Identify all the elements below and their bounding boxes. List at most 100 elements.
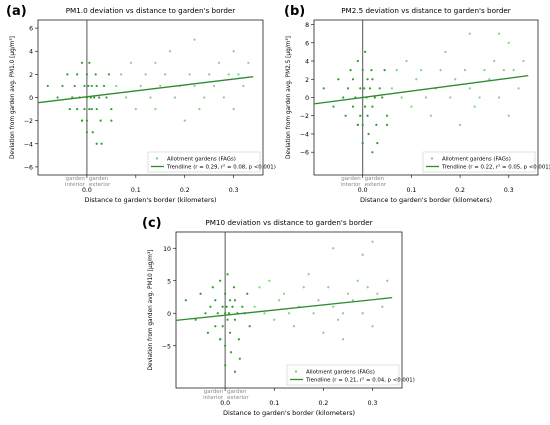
- legend: Allotment gardens (FAGs)Trendline (r = 0…: [422, 151, 550, 173]
- data-point: [364, 105, 367, 108]
- data-point: [154, 107, 157, 111]
- data-point: [337, 78, 340, 81]
- y-tick-label: −2: [300, 113, 309, 120]
- data-point: [502, 69, 506, 72]
- data-point: [361, 312, 364, 315]
- data-point: [227, 73, 230, 76]
- data-point: [102, 84, 106, 88]
- x-tick-label: 0.3: [229, 187, 239, 194]
- data-point: [85, 73, 89, 76]
- data-point: [232, 286, 236, 289]
- panel-label: (c): [142, 216, 162, 231]
- data-point: [159, 84, 162, 88]
- data-point: [95, 142, 98, 145]
- data-point: [517, 87, 520, 90]
- x-tick-label: 0.2: [180, 187, 190, 194]
- data-point: [76, 73, 79, 76]
- data-point: [483, 69, 486, 72]
- x-axis-label: Distance to garden's border (kilometers): [360, 196, 492, 204]
- data-point: [229, 351, 233, 354]
- trendline: [175, 297, 393, 322]
- data-point: [356, 279, 359, 282]
- data-point: [233, 299, 237, 302]
- data-point: [88, 61, 91, 64]
- data-point: [221, 325, 224, 328]
- data-point: [217, 61, 221, 64]
- garden-interior-label: interior: [203, 395, 224, 401]
- data-point: [322, 87, 325, 90]
- data-point: [91, 131, 94, 134]
- garden-interior-label: garden: [66, 176, 86, 182]
- data-point: [468, 87, 471, 90]
- data-point: [351, 299, 354, 302]
- x-tick-label: 0.1: [406, 187, 416, 194]
- y-axis-label: Deviation from garden avg. PM1.0 [µg/m³]: [9, 36, 16, 159]
- data-point: [95, 107, 98, 111]
- data-point: [463, 69, 467, 72]
- data-point: [80, 61, 84, 64]
- data-point: [203, 96, 206, 99]
- data-point: [370, 69, 373, 72]
- data-point: [224, 344, 227, 347]
- y-tick-label: −4: [300, 131, 309, 138]
- plot-frame: [175, 231, 403, 389]
- legend-box: [286, 364, 400, 386]
- data-point: [337, 318, 340, 321]
- data-point: [226, 318, 229, 321]
- garden-interior-label: garden: [204, 389, 224, 395]
- y-tick-label: 6: [305, 40, 309, 47]
- legend-box: [147, 151, 261, 173]
- data-point: [361, 123, 364, 126]
- data-point: [282, 292, 286, 295]
- data-point: [46, 84, 49, 88]
- data-point: [100, 142, 103, 145]
- x-tick-label: 0.1: [131, 187, 141, 194]
- data-point: [263, 312, 266, 315]
- data-point: [473, 105, 476, 108]
- data-point: [208, 73, 211, 76]
- data-point: [99, 119, 102, 122]
- data-point: [110, 107, 113, 111]
- data-point: [376, 141, 379, 145]
- data-point: [349, 69, 352, 72]
- data-point: [183, 119, 186, 122]
- legend-label: Allotment gardens (FAGs): [167, 157, 236, 163]
- data-point: [204, 312, 207, 315]
- data-point: [507, 41, 510, 44]
- panel-label: (a): [6, 4, 27, 19]
- data-point: [258, 286, 261, 289]
- data-point: [368, 87, 372, 90]
- data-point: [356, 59, 359, 63]
- chart-title: PM2.5 deviation vs distance to garden's …: [341, 6, 511, 15]
- legend-label: Allotment gardens (FAGs): [306, 370, 375, 376]
- data-point: [383, 69, 386, 72]
- data-point: [364, 50, 367, 54]
- data-point: [273, 318, 276, 321]
- data-point: [322, 331, 325, 334]
- x-tick-label: 0.2: [455, 187, 465, 194]
- data-point: [56, 96, 59, 99]
- data-point: [307, 273, 310, 276]
- data-point: [359, 87, 362, 90]
- data-point: [395, 69, 398, 72]
- y-tick-label: 2: [29, 72, 33, 79]
- data-point: [225, 305, 228, 308]
- data-point: [194, 318, 197, 321]
- data-point: [95, 84, 98, 88]
- garden-exterior-label: garden: [227, 389, 247, 395]
- data-point: [124, 96, 128, 99]
- legend-marker: [430, 157, 434, 160]
- chart-panel-3: (c) PM10 deviation vs distance to garden'…: [142, 216, 415, 417]
- data-point: [247, 61, 250, 64]
- y-tick-label: 0: [167, 311, 171, 318]
- data-point: [385, 114, 389, 117]
- x-tick-label: 0.1: [269, 400, 279, 407]
- y-tick-label: 10: [163, 246, 171, 253]
- data-point: [410, 105, 413, 108]
- data-point: [361, 69, 364, 72]
- data-point: [429, 114, 432, 117]
- data-point: [312, 312, 315, 315]
- data-point: [120, 73, 123, 76]
- data-point: [439, 69, 442, 72]
- data-point: [373, 96, 376, 99]
